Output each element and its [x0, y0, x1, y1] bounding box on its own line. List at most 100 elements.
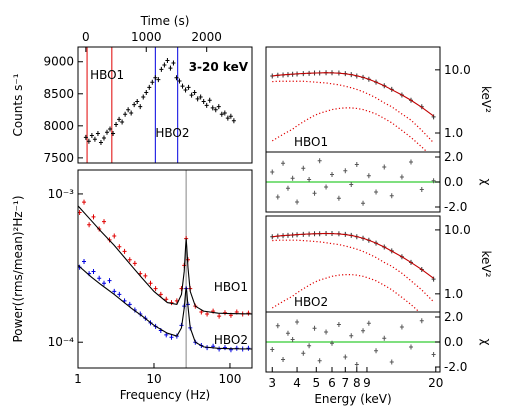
- y-tick-label: -2.0: [444, 200, 467, 214]
- x-tick-label: 100: [219, 372, 242, 386]
- data-point: [330, 172, 335, 177]
- data-point: [86, 138, 91, 144]
- data-point: [285, 185, 290, 191]
- data-point: [307, 177, 312, 182]
- x-tick-label: 9: [363, 376, 371, 390]
- data-point: [97, 275, 102, 281]
- data-point: [162, 62, 167, 68]
- panel-frame: [265, 311, 441, 373]
- data-point: [107, 278, 112, 284]
- component-curve: [271, 273, 421, 312]
- data-point: [156, 77, 161, 83]
- data-point: [275, 323, 280, 329]
- y-tick-label: 9000: [43, 55, 74, 69]
- data-point: [389, 193, 394, 199]
- data-point: [228, 347, 233, 353]
- data-point: [147, 84, 152, 90]
- data-point: [150, 79, 155, 85]
- y-tick-label: 7500: [43, 151, 74, 165]
- data-point: [374, 189, 379, 195]
- data-point: [135, 98, 140, 104]
- data-point: [217, 313, 222, 319]
- y-tick-label: 2.0: [444, 150, 463, 164]
- y-tick-label: 10.0: [444, 63, 471, 77]
- data-point: [123, 111, 128, 117]
- plot-area: [266, 318, 440, 367]
- data-point: [91, 214, 96, 220]
- plot-area: [270, 70, 436, 152]
- data-point: [108, 126, 113, 132]
- y-tick-label: 10⁻⁴: [48, 335, 75, 349]
- x-tick-label: 7: [341, 376, 349, 390]
- x-tick-label: 0: [82, 30, 90, 44]
- data-point: [382, 164, 387, 170]
- data-point: [312, 190, 317, 196]
- data-point: [281, 160, 286, 166]
- data-point: [89, 132, 94, 138]
- y-tick-label: -2.0: [444, 360, 467, 374]
- component-curve: [272, 80, 435, 144]
- x-tick-label: 2000: [191, 30, 222, 44]
- data-point: [87, 222, 92, 228]
- data-point: [301, 350, 306, 356]
- x-tick-label: 4: [293, 376, 301, 390]
- data-point: [83, 134, 88, 140]
- data-point: [219, 111, 224, 117]
- data-point: [144, 90, 149, 96]
- data-point: [216, 104, 221, 110]
- data-point: [222, 110, 227, 116]
- x-tick-label: 6: [328, 376, 336, 390]
- data-point: [361, 328, 366, 334]
- y-axis-label: Counts s⁻¹: [11, 73, 25, 136]
- data-point: [117, 244, 122, 250]
- data-point: [324, 329, 329, 335]
- series-label: HBO1: [214, 280, 248, 294]
- data-point: [222, 310, 227, 316]
- y-tick-label: 1.0: [444, 126, 463, 140]
- model-curve: [272, 72, 434, 117]
- data-point: [354, 362, 359, 367]
- panel-frame: [77, 46, 253, 164]
- data-point: [366, 173, 371, 179]
- y-tick-label: 0.0: [444, 335, 463, 349]
- data-point: [201, 98, 206, 104]
- data-point: [343, 168, 348, 174]
- data-point: [246, 345, 251, 351]
- data-point: [186, 84, 191, 90]
- data-point: [419, 318, 424, 324]
- annotation: 3-20 keV: [189, 60, 249, 74]
- data-point: [408, 159, 413, 165]
- data-point: [270, 169, 275, 175]
- data-point: [114, 122, 119, 128]
- panel-frame: [265, 151, 441, 213]
- data-point: [419, 187, 424, 192]
- data-point: [204, 102, 209, 108]
- data-point: [180, 83, 185, 89]
- y-axis-label: χ: [479, 339, 493, 346]
- y-tick-label: 1.0: [444, 287, 463, 301]
- data-point: [317, 358, 322, 364]
- data-point: [336, 195, 341, 201]
- data-point: [127, 301, 132, 307]
- panel-label: HBO1: [294, 135, 328, 149]
- data-point: [431, 114, 436, 120]
- data-point: [95, 131, 100, 137]
- data-point: [198, 94, 203, 100]
- data-point: [159, 66, 164, 72]
- data-point: [213, 107, 218, 113]
- data-point: [183, 87, 188, 93]
- model-curve: [78, 205, 252, 315]
- data-point: [169, 334, 174, 340]
- data-point: [141, 94, 146, 100]
- plot-area: [270, 230, 436, 312]
- data-point: [281, 357, 286, 362]
- data-point: [82, 199, 87, 205]
- data-point: [132, 260, 137, 266]
- data-point: [431, 352, 436, 357]
- data-point: [82, 259, 87, 265]
- data-point: [290, 337, 295, 342]
- data-point: [129, 110, 134, 116]
- data-point: [295, 319, 300, 325]
- data-point: [285, 330, 290, 336]
- data-point: [120, 119, 125, 125]
